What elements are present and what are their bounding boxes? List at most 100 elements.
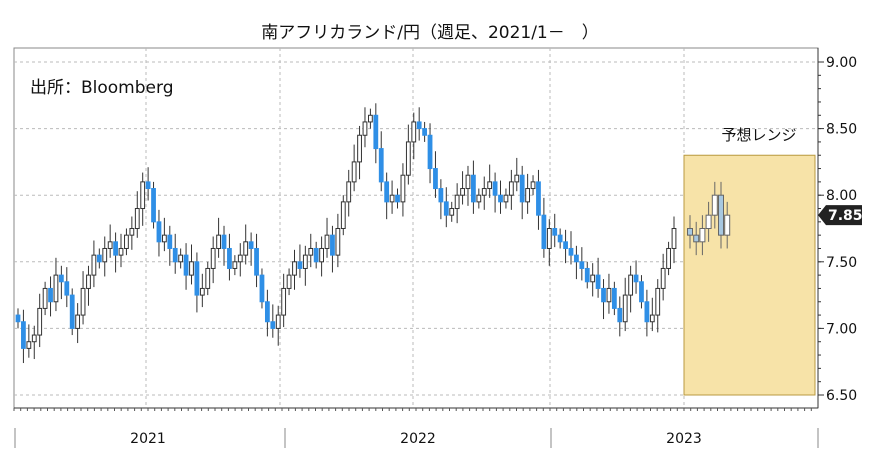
candle-body [286,274,292,289]
candle-body [330,234,335,256]
candle-body [471,174,476,203]
candle-body [362,121,368,136]
candle-body [151,188,156,223]
candle-body [75,314,81,329]
candle-body [622,294,628,323]
candle-body [384,181,390,203]
candle-body [48,287,53,303]
candle-body [568,247,574,256]
candle-body [237,254,243,263]
x-year-label: 2023 [666,431,702,447]
candle-body [281,287,287,316]
candle-body [546,228,552,249]
candle-body [389,194,395,203]
candle-body [210,247,216,269]
candle-body [297,261,303,269]
candle-body [205,267,211,289]
candle-body [628,274,634,296]
candle-body [433,168,438,190]
x-year-label: 2022 [400,431,436,447]
forecast-candle-body [718,194,724,236]
forecast-candle-body [693,234,700,243]
candle-body [259,274,265,303]
forecast-candle-body [711,194,718,216]
candle-body [340,201,346,229]
forecast-range-box [683,154,816,396]
candle-body [438,188,444,203]
candle-body [481,188,487,196]
candle-body [487,181,493,190]
x-year-label: 2021 [130,431,166,447]
candle-body [660,267,666,289]
candle-body [86,274,91,289]
candle-body [183,254,189,276]
y-tick-label: 8.50 [826,122,857,138]
candle-body [248,241,254,249]
candle-body [584,267,590,283]
candle-body [118,247,124,256]
candle-body [313,247,319,263]
candle-body [351,161,357,183]
candle-body [15,314,21,323]
candle-body [671,228,677,249]
candle-body [563,241,568,249]
candle-body [427,134,433,170]
candle-body [194,261,200,296]
candle-body [639,281,644,303]
candle-body [308,247,314,256]
candle-body [465,174,471,190]
candle-body [292,261,297,276]
y-tick-label: 6.50 [826,388,857,404]
candle-body [319,247,325,263]
y-tick-label: 7.00 [826,321,857,337]
candle-body [400,174,406,203]
candle-body [454,194,460,210]
forecast-candle-body [687,228,693,236]
candle-body [595,274,601,289]
candle-body [611,287,617,309]
candle-body [324,234,330,249]
candle-body [649,314,655,323]
candle-body [270,321,276,329]
candle-body [91,254,97,276]
candle-body [644,301,650,323]
candle-body [189,261,194,276]
candle-body [161,234,167,243]
candle-body [498,194,503,203]
candle-body [113,241,118,256]
candle-body [514,174,520,183]
candle-body [199,287,205,296]
candle-body [232,261,238,269]
candle-body [58,274,64,283]
forecast-candle-body [705,214,712,229]
last-value-badge-shape [818,205,862,226]
candle-body [64,281,70,296]
candle-body [443,201,449,216]
candle-body [422,128,428,136]
y-axis: 9.00 8.50 8.00 7.50 7.00 6.50 [817,48,857,408]
candle-body [31,334,37,343]
candle-body [525,188,531,203]
candle-body [416,121,422,130]
candle-body [145,181,151,190]
candle-body [335,228,341,256]
candle-body [107,241,113,249]
candle-body [96,254,102,263]
candle-body [395,194,400,203]
source-note: 出所：Bloomberg [30,78,173,98]
forecast-candle-body [724,214,731,236]
forecast-range-label: 予想レンジ [721,126,796,144]
candle-body [541,214,547,249]
candle-body [124,234,129,249]
candle-body [579,261,585,269]
candle-body [254,247,259,276]
candle-body [302,254,308,269]
forecast-candle-body [699,228,706,243]
candle-body [129,228,135,236]
candle-body [606,287,612,303]
y-tick-label: 9.00 [826,55,857,71]
candle-body [216,234,221,249]
candle-body [655,287,661,316]
candle-body [243,241,249,256]
candle-body [172,247,178,263]
